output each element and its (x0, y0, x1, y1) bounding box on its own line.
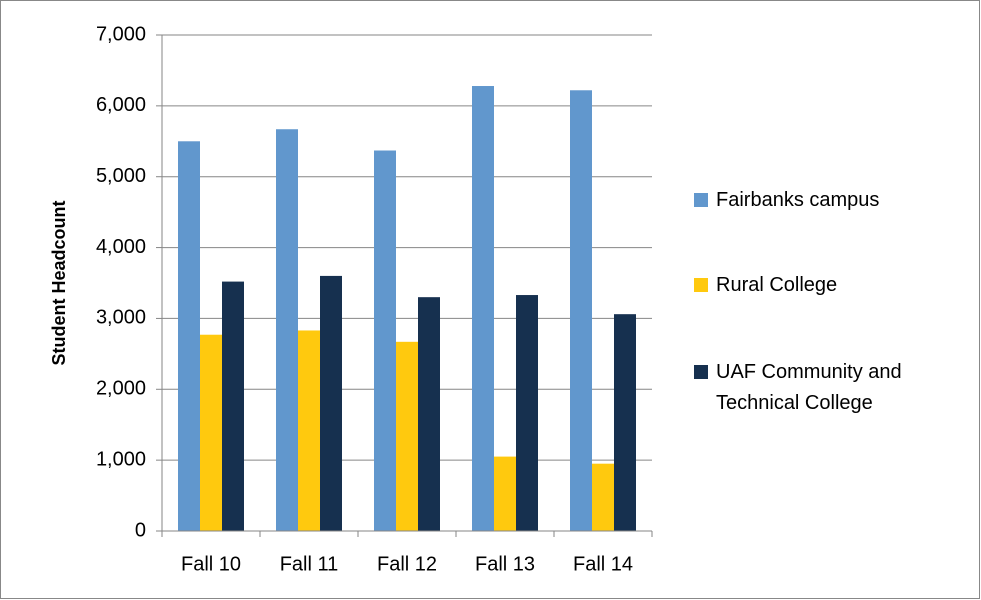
legend-swatch (694, 365, 708, 379)
legend-item: Fairbanks campus (694, 185, 879, 216)
x-tick-label: Fall 10 (181, 553, 241, 575)
legend-swatch (694, 193, 708, 207)
bar (570, 90, 592, 532)
x-tick-label: Fall 14 (573, 553, 633, 575)
legend-label: Rural College (716, 274, 838, 296)
bar (516, 295, 538, 531)
legend-label: Fairbanks campus (716, 189, 880, 211)
y-tick-label: 4,000 (96, 236, 146, 258)
bar (222, 281, 244, 531)
bar (178, 141, 200, 532)
bar (614, 314, 636, 531)
legend-label: UAF Community and Technical College (716, 361, 902, 414)
y-tick-label: 0 (135, 519, 146, 541)
bar (472, 86, 494, 531)
bar (374, 150, 396, 532)
bar (298, 330, 320, 531)
bar (276, 129, 298, 532)
y-axis-title: Student Headcount (49, 200, 69, 365)
x-tick-label: Fall 11 (280, 553, 339, 575)
bar (396, 341, 418, 531)
legend-item: UAF Community and Technical College (694, 357, 964, 419)
y-tick-label: 7,000 (96, 23, 146, 45)
y-tick-label: 3,000 (96, 307, 146, 329)
bar (592, 463, 614, 531)
bar (418, 297, 440, 531)
legend-swatch (694, 278, 708, 292)
y-tick-label: 2,000 (96, 378, 146, 400)
legend-item: Rural College (694, 270, 837, 301)
bar (494, 456, 516, 531)
legend: Fairbanks campus Rural College UAF Communi… (694, 0, 964, 600)
y-tick-label: 5,000 (96, 165, 146, 187)
bar (200, 334, 222, 531)
x-tick-label: Fall 13 (475, 553, 535, 575)
y-tick-label: 1,000 (96, 448, 146, 470)
bar (320, 275, 342, 531)
x-tick-label: Fall 12 (377, 553, 437, 575)
y-tick-label: 6,000 (96, 94, 146, 116)
